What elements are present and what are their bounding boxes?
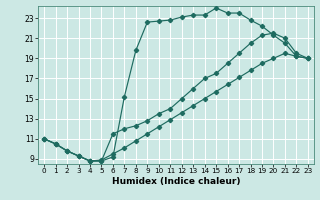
- X-axis label: Humidex (Indice chaleur): Humidex (Indice chaleur): [112, 177, 240, 186]
